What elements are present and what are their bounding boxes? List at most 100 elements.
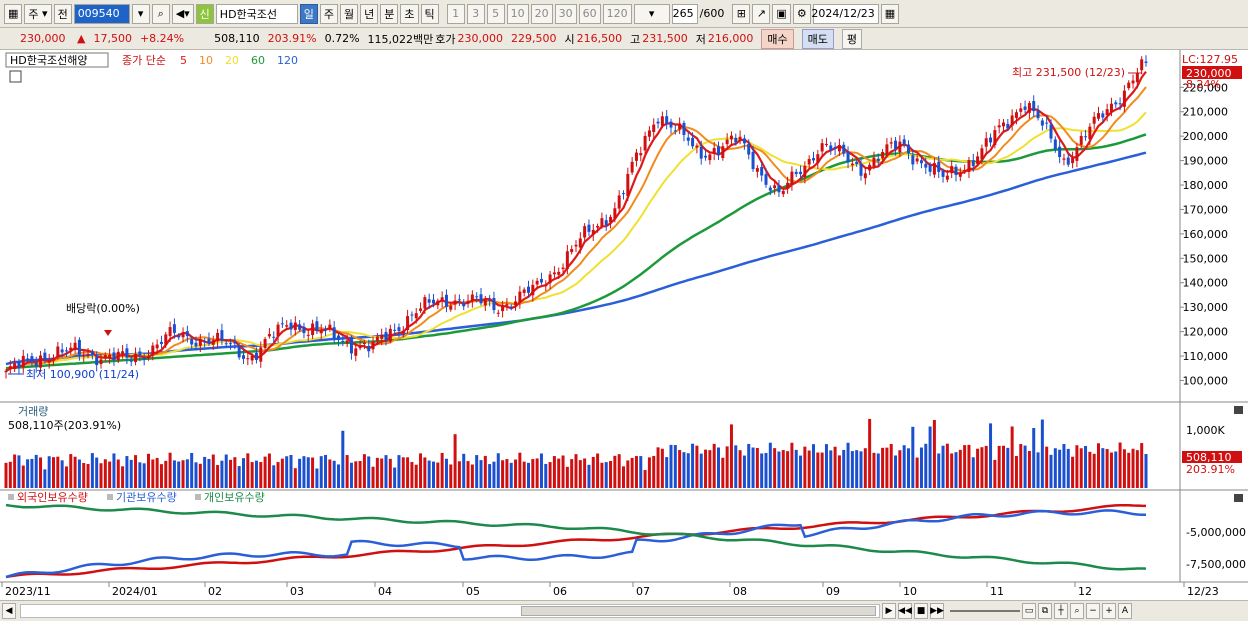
interval-dropdown[interactable]: ▾ [633, 3, 670, 24]
candle-body [604, 220, 608, 226]
candle-body [643, 135, 647, 151]
crosshair-icon[interactable]: ┼ [1054, 603, 1068, 619]
interval-tab-1[interactable]: 3 [466, 3, 485, 24]
candle-body [1109, 103, 1113, 113]
layout-icon[interactable]: ▭ [1022, 603, 1036, 619]
candle-body [578, 238, 582, 248]
interval-tab-0[interactable]: 1 [446, 3, 465, 24]
candle-body [587, 224, 591, 232]
candle-body [570, 249, 574, 253]
volume-bar [604, 462, 608, 488]
scroll-left-icon[interactable]: ◀ [2, 603, 16, 619]
volume-bar [190, 452, 194, 488]
price-panel[interactable]: 100,000 110,000 120,000 130,000 140,000 150,0… [4, 50, 1243, 402]
volume-bar [1006, 447, 1010, 488]
period-tab-1[interactable]: 주 [319, 3, 339, 24]
stop-icon[interactable]: ■ [914, 603, 928, 619]
volume-bar [60, 460, 64, 488]
speaker-icon[interactable]: ◀▾ [171, 3, 194, 24]
current-price-tag: 230,000 [1186, 67, 1232, 80]
candle-body [449, 305, 453, 310]
eval-button[interactable]: 평 [841, 28, 863, 49]
interval-tab-4[interactable]: 20 [530, 3, 553, 24]
volume-bar [449, 464, 453, 488]
candle-body [280, 323, 284, 325]
prev-button[interactable]: 전 [53, 3, 72, 24]
scroll-track[interactable] [20, 604, 880, 618]
x-tick-7: 07 [636, 585, 650, 598]
period-tab-4[interactable]: 분 [380, 3, 399, 24]
period-tab-3[interactable]: 년 [360, 3, 379, 24]
candle-body [634, 152, 638, 161]
gear-icon[interactable]: ⚙ [792, 3, 811, 24]
volume-value: 508,110 [214, 32, 260, 45]
volume-bar [1075, 445, 1079, 488]
volume-bar [578, 460, 582, 488]
candle-body [39, 355, 43, 368]
calendar-icon[interactable]: ▦ [880, 3, 900, 24]
candle-body [704, 155, 708, 158]
draw-tool-icon[interactable]: ↗ [752, 3, 771, 24]
volume-panel[interactable]: 거래량 508,110주(203.91%) 1,000K 508,110 203… [4, 402, 1244, 490]
count-input[interactable]: 265 [671, 3, 698, 24]
volume-bar [414, 464, 418, 488]
window-menu-icon[interactable]: ▦ [4, 3, 23, 24]
zoom-in-icon[interactable]: ⊞ [732, 3, 751, 24]
candle-body [980, 148, 984, 160]
minus-icon[interactable]: − [1086, 603, 1100, 619]
candle-body [734, 137, 738, 143]
scroll-right-icon[interactable]: ▶ [882, 603, 896, 619]
volume-bar [837, 455, 841, 488]
period-tab-6[interactable]: 틱 [420, 3, 439, 24]
volume-bar [492, 461, 496, 488]
interval-tab-3[interactable]: 10 [506, 3, 529, 24]
period-tab-2[interactable]: 월 [340, 3, 359, 24]
new-button[interactable]: 신 [195, 3, 214, 24]
save-icon[interactable]: ▣ [772, 3, 791, 24]
candle-body [1075, 147, 1079, 161]
font-size-icon[interactable]: A [1118, 603, 1132, 619]
buy-button[interactable]: 매수 [761, 28, 794, 49]
candle-body [423, 297, 427, 309]
candle-body [95, 357, 99, 366]
y-tick-label: 160,000 [1183, 228, 1229, 241]
volume-bar [1019, 444, 1023, 488]
chart-area[interactable]: 100,000 110,000 120,000 130,000 140,000 150,0… [0, 50, 1248, 600]
scroll-thumb[interactable] [521, 606, 876, 616]
sell-button[interactable]: 매도 [801, 28, 834, 49]
stock-name-field[interactable]: HD한국조선 [215, 3, 298, 24]
candle-body [21, 355, 25, 368]
forward-icon[interactable]: ▶▶ [930, 603, 944, 619]
unit-select[interactable]: 주 ▾ [24, 3, 52, 24]
search-zoom-icon[interactable]: ⌕ [1070, 603, 1084, 619]
panel-menu-icon[interactable] [9, 70, 22, 83]
interval-tab-7[interactable]: 120 [602, 3, 632, 24]
interval-tab-2[interactable]: 5 [486, 3, 505, 24]
volume-close-icon[interactable] [1234, 406, 1243, 414]
interval-tab-5[interactable]: 30 [554, 3, 577, 24]
interval-tab-6[interactable]: 60 [578, 3, 601, 24]
volume-bar [1131, 448, 1135, 488]
holdings-close-icon[interactable] [1234, 494, 1243, 502]
zoom-slider[interactable] [950, 610, 1020, 612]
quote-bar: 230,000 ▲ 17,500 +8.24% 508,110 203.91% … [0, 28, 1248, 50]
candle-body [600, 218, 604, 227]
low-label: 저 [695, 32, 706, 46]
rewind-icon[interactable]: ◀◀ [898, 603, 912, 619]
compare-icon[interactable]: ⧉ [1038, 603, 1052, 619]
stock-code-input[interactable]: 009540 [73, 3, 130, 24]
period-tab-0[interactable]: 일 [299, 3, 318, 24]
candle-body [380, 334, 384, 339]
holdings-panel[interactable]: 외국인보유수량 기관보유수량 개인보유수량 -5,000,000 -7,500,00… [5, 490, 1246, 582]
period-tab-5[interactable]: 초 [400, 3, 419, 24]
plus-icon[interactable]: + [1102, 603, 1116, 619]
candle-body [656, 121, 660, 124]
volume-bar [483, 455, 487, 488]
search-icon[interactable]: ⌕ [151, 3, 170, 24]
candle-body [1006, 123, 1010, 129]
volume-bar [717, 447, 720, 488]
candle-body [8, 366, 12, 369]
code-dropdown-icon[interactable]: ▾ [131, 3, 150, 24]
date-input[interactable]: 2024/12/23 [811, 3, 879, 24]
